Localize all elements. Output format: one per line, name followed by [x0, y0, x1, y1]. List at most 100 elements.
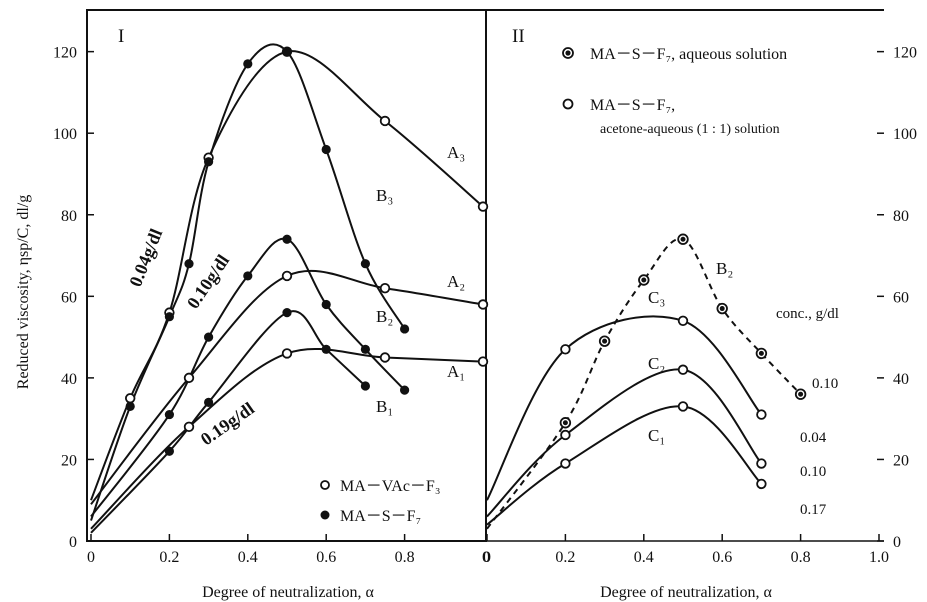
data-point-A [379, 282, 391, 294]
curve-label-A3: A₃ [447, 143, 465, 162]
data-point-B [400, 385, 410, 395]
data-point-B [164, 446, 174, 456]
legend-label-ma-vac-f3: MA－VAc－F₃ [340, 478, 440, 495]
data-point-C [677, 401, 689, 412]
y-axis-title: Reduced viscosity, ηsp/C, dl/g [15, 195, 32, 389]
y-tick-label-left: 40 [61, 371, 77, 388]
curve-label-A2: A₂ [447, 272, 465, 291]
x-tick-label: 0.8 [395, 549, 415, 566]
curve-label-A1: A₁ [447, 362, 465, 381]
data-point-B [204, 157, 214, 167]
x-tick-label: 0.8 [791, 549, 811, 566]
data-point-B-center [680, 236, 686, 242]
axes-group: 0 20 40 60 80 100 120 0 20 40 60 80 100 120 0 0.2 0.4 0.6… [53, 45, 917, 566]
series-line-A [90, 347, 484, 530]
y-tick-label-right: 20 [893, 452, 909, 469]
y-tick-label-right: 0 [893, 534, 901, 551]
legend-label-acetone-1: MA－S－F₇, [590, 97, 675, 114]
data-point-B [360, 259, 370, 269]
series-line-A [90, 269, 484, 505]
data-point-C [677, 315, 689, 326]
data-point-A [281, 270, 293, 282]
curve-label-B2: B₂ [376, 307, 393, 326]
legend-filled-marker [320, 510, 330, 520]
data-point-B [360, 381, 370, 391]
x-tick-label: 1.0 [869, 549, 889, 566]
data-point-B [204, 397, 214, 407]
conc-value-C1: 0.17 [800, 502, 827, 518]
data-point-B [243, 271, 253, 281]
data-point-B [164, 409, 174, 420]
data-point-B-center [602, 338, 608, 344]
data-point-A [477, 356, 489, 367]
series-line-C [486, 405, 763, 526]
x-tick-label: 0.6 [316, 549, 336, 566]
series-line-C [486, 315, 763, 501]
data-point-B [282, 308, 292, 318]
y-tick-label-right: 80 [893, 208, 909, 225]
data-point-B-center [719, 306, 725, 312]
data-point-B [164, 312, 174, 322]
x-tick-label: 0.2 [159, 549, 179, 566]
series-line-B [486, 237, 802, 530]
y-tick-label-right: 40 [893, 371, 909, 388]
conc-value-C2: 0.10 [800, 464, 826, 480]
data-point-B [282, 47, 292, 57]
data-point-A [477, 299, 489, 310]
x-tick-label: 0 [483, 549, 491, 566]
x-tick-label: 0.4 [634, 549, 654, 566]
x-axis-title-panel-I: Degree of neutralization, α [202, 584, 374, 601]
data-point-A [379, 115, 391, 127]
data-point-B [243, 59, 253, 69]
curve-label-C1: C₁ [648, 426, 665, 445]
conc-label-0.04: 0.04g/dl [125, 226, 166, 290]
conc-header: conc., g/dl [776, 306, 839, 322]
data-point-B [321, 344, 331, 354]
y-tick-label-left: 80 [61, 208, 77, 225]
data-point-A [379, 352, 391, 363]
y-tick-label-left: 100 [53, 126, 77, 143]
data-point-B [282, 234, 292, 244]
data-point-B-center [641, 277, 647, 283]
conc-value-B2: 0.10 [812, 376, 838, 392]
legend-open-marker [320, 480, 330, 490]
x-tick-label: 0 [482, 549, 490, 566]
data-point-C [756, 458, 767, 469]
data-point-B-center [562, 420, 568, 426]
legend-open-marker-II [562, 98, 574, 110]
markers-group [124, 46, 807, 490]
data-point-B [321, 299, 331, 310]
y-tick-label-left: 0 [69, 534, 77, 551]
curve-label-B1: B₁ [376, 397, 393, 416]
data-point-B-center [758, 350, 764, 356]
curve-label-C3: C₃ [648, 288, 665, 307]
curve-label-B3: B₃ [376, 186, 393, 205]
data-point-A [124, 393, 136, 404]
y-tick-label-left: 20 [61, 452, 77, 469]
data-point-C [560, 344, 571, 355]
panel-I-label: I [118, 26, 124, 47]
data-point-B [125, 401, 135, 412]
data-point-A [183, 421, 195, 433]
data-point-A [281, 348, 293, 359]
y-tick-label-left: 120 [53, 45, 77, 62]
data-point-A [477, 201, 489, 212]
legend-half-marker [562, 47, 574, 59]
y-tick-label-right: 120 [893, 45, 917, 62]
panel-II-label: II [512, 26, 525, 47]
x-tick-label: 0 [87, 549, 95, 566]
data-point-C [756, 478, 767, 490]
data-point-B [400, 324, 410, 334]
x-tick-label: 0.4 [238, 549, 258, 566]
data-point-C [677, 364, 689, 375]
x-axis-title-panel-II: Degree of neutralization, α [600, 584, 772, 601]
data-point-C [560, 429, 571, 441]
x-tick-label: 0.6 [712, 549, 732, 566]
data-point-A [183, 372, 195, 384]
legend-label-ma-s-f7: MA－S－F₇ [340, 508, 421, 525]
legend-label-aqueous: MA－S－F₇, aqueous solution [590, 46, 787, 63]
panel-I-frame [86, 9, 487, 542]
data-point-B [204, 332, 214, 342]
curve-label-B2-II: B₂ [716, 259, 733, 278]
